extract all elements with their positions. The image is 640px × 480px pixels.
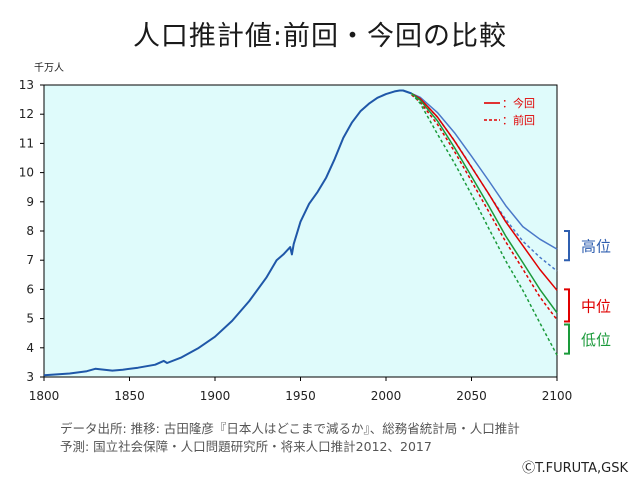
group-bracket — [564, 288, 570, 323]
x-tick-label: 1800 — [29, 389, 60, 403]
x-axis: 1800 1850 1900 1950 2000 2050 2100 — [29, 377, 573, 403]
legend-label: ：前回 — [502, 113, 535, 127]
source-note-projection: 予測: 国立社会保障・人口問題研究所・将来人口推計2012、2017 — [60, 439, 432, 454]
series-line-historical — [43, 89, 412, 377]
y-tick-label: 13 — [19, 78, 34, 92]
y-tick-label: 11 — [19, 136, 34, 150]
chart-title: 人口推計値:前回・今回の比較 — [132, 21, 508, 52]
series-line-2012-low — [411, 93, 558, 356]
group-label: 高位 — [581, 238, 611, 256]
legend-label: ：今回 — [502, 96, 535, 110]
x-tick-label: 1950 — [285, 389, 316, 403]
series-line-2017-low — [411, 92, 558, 314]
group-label: 中位 — [581, 297, 611, 315]
y-tick-label: 6 — [26, 282, 34, 296]
y-axis: 3 4 5 6 7 8 9 10 11 12 13 — [19, 78, 44, 384]
y-tick-label: 9 — [26, 195, 34, 209]
series-line-2017-medium — [411, 92, 558, 291]
x-tick-label: 1850 — [114, 389, 145, 403]
series-line-2017-high — [411, 92, 558, 250]
source-note-history: データ出所: 推移: 古田隆彦『日本人はどこまで減るか』、総務省統計局・人口推計 — [60, 421, 520, 436]
y-axis-label: 千万人 — [34, 62, 64, 74]
y-tick-label: 4 — [26, 341, 34, 355]
y-tick-label: 7 — [26, 253, 34, 267]
copyright-notice: ⒸT.FURUTA,GSK — [522, 461, 628, 476]
x-tick-label: 2050 — [456, 389, 487, 403]
group-bracket — [564, 230, 570, 262]
x-tick-label: 2100 — [542, 389, 573, 403]
group-bracket — [564, 323, 570, 355]
series-lines — [43, 89, 558, 377]
y-tick-label: 3 — [26, 370, 34, 384]
series-line-2012-medium — [411, 94, 558, 321]
x-tick-label: 1900 — [200, 389, 231, 403]
group-label: 低位 — [581, 331, 611, 349]
y-tick-label: 10 — [19, 166, 34, 180]
x-tick-label: 2000 — [371, 389, 402, 403]
plot-area — [43, 84, 558, 378]
y-tick-label: 12 — [19, 107, 34, 121]
y-tick-label: 8 — [26, 224, 34, 238]
y-tick-label: 5 — [26, 312, 34, 326]
legend: ：今回 ：前回 — [484, 96, 535, 127]
